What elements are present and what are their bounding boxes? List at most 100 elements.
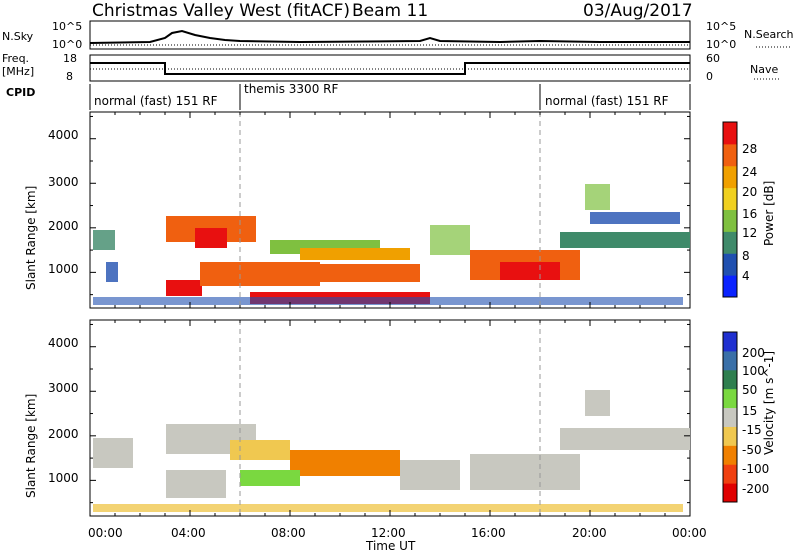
freq-tick-bottom: 8 [66, 70, 73, 83]
nsky-panel-frame [89, 20, 691, 50]
cpid-segment-3: normal (fast) 151 RF [545, 94, 669, 108]
power-cbar-tick-28: 28 [742, 142, 758, 156]
nsky-tick-top: 10^5 [52, 20, 83, 33]
nsearch-label: N.Search [744, 28, 794, 41]
vel-cbar-tick-15: 15 [742, 404, 758, 418]
nsky-tick-bottom: 10^0 [52, 38, 83, 51]
power-region-16 [585, 184, 610, 210]
power-region-8 [300, 248, 410, 260]
velocity-cbar-swatch-2 [723, 445, 737, 465]
vel-cbar-tick-100: 100 [742, 364, 765, 378]
velocity-colorbar [722, 331, 738, 503]
power-cbar-tick-16: 16 [742, 207, 758, 221]
time-tick-1: 04:00 [171, 526, 206, 540]
velocity-cbar-frame [722, 331, 738, 503]
freq-tick-top: 18 [63, 52, 77, 65]
velocity-cbar-swatch-1 [723, 464, 737, 484]
power-region-14 [560, 232, 690, 248]
velocity-ytick-2000: 2000 [48, 427, 79, 441]
power-cbar-swatch-0 [723, 275, 737, 298]
velocity-cbar-swatch-5 [723, 388, 737, 409]
vel-cbar-tick-m100: -100 [742, 462, 770, 476]
power-cbar-swatch-4 [723, 187, 737, 210]
velocity-cbar-swatch-8 [723, 332, 737, 352]
power-cbar-swatch-5 [723, 165, 737, 189]
time-tick-2: 08:00 [271, 526, 306, 540]
power-region-9 [320, 264, 420, 282]
velocity-region-11 [93, 504, 683, 512]
nsearch-tick-top: 10^5 [706, 20, 737, 33]
velocity-region-5 [290, 450, 400, 476]
time-axis-label: Time UT [366, 539, 416, 553]
time-tick-0: 00:00 [88, 526, 123, 540]
velocity-cbar-swatch-6 [723, 369, 737, 390]
power-ytick-1000: 1000 [48, 262, 79, 276]
velocity-region-6 [240, 470, 300, 486]
velocity-region-9 [560, 428, 690, 450]
power-cbar-tick-20: 20 [742, 185, 758, 199]
vel-cbar-tick-m50: -50 [742, 443, 762, 457]
velocity-ytick-4000: 4000 [48, 336, 79, 350]
power-cbar-frame [722, 121, 738, 298]
power-cbar-swatch-6 [723, 143, 737, 167]
power-region-2 [106, 262, 118, 282]
time-tick-6: 00:00 [672, 526, 707, 540]
power-cbar-tick-4: 4 [742, 269, 750, 283]
time-tick-3: 12:00 [371, 526, 406, 540]
power-ytick-4000: 4000 [48, 128, 79, 142]
chart-title: Christmas Valley West (fitACF) [92, 1, 351, 21]
time-tick-5: 20:00 [572, 526, 607, 540]
power-cbar-swatch-3 [723, 209, 737, 232]
velocity-region-7 [400, 460, 460, 490]
power-cbar-swatch-7 [723, 122, 737, 145]
nave-tick-bottom: 0 [706, 70, 713, 83]
power-region-4 [195, 228, 227, 248]
velocity-region-1 [93, 438, 133, 468]
freq-panel-frame [89, 54, 691, 82]
power-cbar-swatch-1 [723, 253, 737, 276]
power-heatmap [93, 184, 690, 305]
velocity-region-3 [166, 470, 226, 498]
power-region-5 [166, 280, 202, 296]
power-cbar-tick-24: 24 [742, 165, 758, 179]
vel-cbar-tick-50: 50 [742, 383, 758, 397]
power-ytick-3000: 3000 [48, 175, 79, 189]
velocity-cbar-swatch-3 [723, 426, 737, 446]
nsky-label: N.Sky [2, 30, 34, 43]
power-ytick-2000: 2000 [48, 219, 79, 233]
velocity-region-4 [230, 440, 290, 460]
velocity-cbar-swatch-0 [723, 483, 737, 503]
beam-label: Beam 11 [352, 1, 429, 21]
power-region-11 [430, 225, 470, 255]
velocity-region-8 [470, 454, 580, 490]
time-tick-4: 16:00 [471, 526, 506, 540]
velocity-cbar-swatch-7 [723, 350, 737, 371]
axis-ticks [89, 112, 691, 516]
vel-cbar-tick-m200: -200 [742, 482, 770, 496]
nsky-trace [89, 29, 690, 44]
power-region-1 [93, 230, 115, 250]
freq-trace [90, 62, 690, 75]
nave-tick-top: 60 [706, 52, 720, 65]
nave-label: Nave [750, 63, 779, 76]
velocity-heatmap [93, 390, 690, 512]
power-region-6 [200, 262, 320, 286]
power-cbar-tick-8: 8 [742, 249, 750, 263]
power-cbar-tick-12: 12 [742, 226, 758, 240]
freq-label-1: Freq. [2, 52, 30, 65]
velocity-region-10 [585, 390, 610, 416]
freq-label-2: [MHz] [2, 65, 35, 78]
nsearch-tick-bottom: 10^0 [706, 38, 737, 51]
power-colorbar [722, 121, 738, 298]
date-label: 03/Aug/2017 [583, 1, 693, 21]
cpid-segment-1: normal (fast) 151 RF [94, 94, 218, 108]
vel-cbar-tick-m15: -15 [742, 423, 762, 437]
power-cbar-swatch-2 [723, 231, 737, 254]
velocity-ytick-1000: 1000 [48, 471, 79, 485]
power-region-13 [500, 262, 560, 280]
power-region-17 [93, 297, 683, 305]
cpid-segment-2: themis 3300 RF [244, 82, 339, 96]
cpid-label: CPID [6, 86, 36, 99]
velocity-ytick-3000: 3000 [48, 381, 79, 395]
